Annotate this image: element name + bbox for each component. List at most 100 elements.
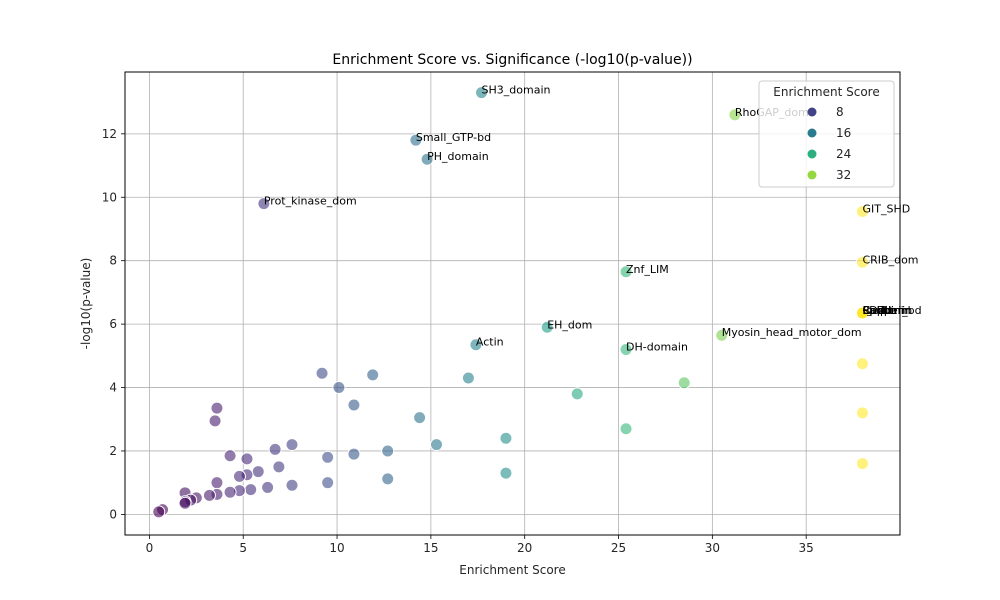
point-annotation: Spectrin bbox=[862, 304, 908, 317]
data-point bbox=[499, 431, 513, 445]
data-point bbox=[366, 368, 380, 382]
point-annotation: PH_domain bbox=[427, 150, 489, 163]
legend-entry-label: 8 bbox=[836, 105, 844, 119]
y-tick-label: 4 bbox=[109, 381, 117, 395]
data-point bbox=[855, 457, 869, 471]
point-annotation: Calponin bbox=[862, 304, 910, 317]
data-point bbox=[321, 450, 335, 464]
point-annotation: Actin bbox=[476, 336, 504, 349]
data-point bbox=[619, 422, 633, 436]
x-tick-label: 10 bbox=[329, 541, 344, 555]
y-axis-label: -log10(p-value) bbox=[79, 258, 93, 350]
point-annotation: Copper_bd bbox=[862, 304, 921, 317]
data-point bbox=[285, 478, 299, 492]
data-point bbox=[202, 488, 216, 502]
x-tick-label: 35 bbox=[799, 541, 814, 555]
point-annotation: Myosin_head_motor_dom bbox=[722, 326, 862, 339]
legend-items: 8 16 24 32 bbox=[807, 105, 851, 182]
data-point bbox=[461, 371, 475, 385]
data-point bbox=[244, 483, 258, 497]
legend-marker bbox=[807, 128, 817, 138]
data-point bbox=[381, 472, 395, 486]
point-annotation: Znf_LIM bbox=[626, 263, 669, 276]
data-point bbox=[223, 485, 237, 499]
data-point bbox=[272, 460, 286, 474]
data-point bbox=[413, 411, 427, 425]
y-tick-label: 12 bbox=[102, 127, 117, 141]
point-annotation: Prot_kinase_dom bbox=[264, 195, 357, 208]
data-point bbox=[332, 381, 346, 395]
legend-marker bbox=[807, 107, 817, 117]
x-axis-label: Enrichment Score bbox=[459, 563, 565, 577]
grid-lines bbox=[125, 72, 900, 535]
data-point bbox=[540, 320, 554, 334]
x-tick-label: 30 bbox=[705, 541, 720, 555]
legend-marker bbox=[807, 170, 817, 180]
x-tick-label: 20 bbox=[517, 541, 532, 555]
data-point bbox=[178, 496, 192, 510]
legend-entry-label: 24 bbox=[836, 147, 851, 161]
legend-entry-label: 16 bbox=[836, 126, 851, 140]
data-point bbox=[257, 197, 271, 211]
legend-box bbox=[758, 80, 895, 188]
data-point bbox=[321, 476, 335, 490]
plot-area-frame bbox=[124, 71, 901, 536]
data-point bbox=[619, 265, 633, 279]
y-tick-label: 8 bbox=[109, 254, 117, 268]
data-point bbox=[210, 401, 224, 415]
chart-title: Enrichment Score vs. Significance (-log1… bbox=[332, 52, 692, 68]
data-point bbox=[728, 108, 742, 122]
data-point bbox=[715, 328, 729, 342]
data-point bbox=[251, 465, 265, 479]
data-point bbox=[475, 86, 489, 100]
point-annotation: EH_dom bbox=[547, 318, 592, 331]
data-point bbox=[210, 476, 224, 490]
data-point bbox=[469, 338, 483, 352]
data-point bbox=[855, 306, 869, 320]
data-point bbox=[570, 387, 584, 401]
y-tick-label: 10 bbox=[102, 190, 117, 204]
data-point bbox=[240, 452, 254, 466]
point-annotation: DH-domain bbox=[626, 340, 688, 353]
point-annotation: Small_GTP-bd bbox=[416, 131, 491, 144]
data-point bbox=[268, 442, 282, 456]
point-annotation: GIT_SHD bbox=[862, 203, 910, 216]
legend-marker bbox=[807, 149, 817, 159]
data-point bbox=[499, 466, 513, 480]
data-point bbox=[430, 438, 444, 452]
x-tick-label: 25 bbox=[611, 541, 626, 555]
point-annotation: PDZ bbox=[862, 304, 885, 317]
legend-entry-label: 32 bbox=[836, 168, 851, 182]
data-point bbox=[420, 152, 434, 166]
y-tick-label: 0 bbox=[109, 507, 117, 521]
data-points bbox=[152, 86, 869, 519]
x-tick-label: 5 bbox=[239, 541, 247, 555]
data-point bbox=[855, 255, 869, 269]
legend-title: Enrichment Score bbox=[773, 85, 879, 99]
data-point bbox=[855, 205, 869, 219]
legend: Enrichment Score 8 16 24 32 bbox=[758, 80, 895, 188]
y-tick-label: 6 bbox=[109, 317, 117, 331]
data-point bbox=[285, 438, 299, 452]
data-point bbox=[232, 469, 246, 483]
point-annotation: Paxillin bbox=[862, 304, 901, 317]
data-point bbox=[152, 505, 166, 519]
point-annotation: CRIB_dom bbox=[862, 253, 918, 266]
data-point bbox=[223, 449, 237, 463]
x-tick-label: 15 bbox=[423, 541, 438, 555]
data-point bbox=[261, 480, 275, 494]
data-point bbox=[619, 342, 633, 356]
data-point bbox=[381, 444, 395, 458]
data-point bbox=[855, 406, 869, 420]
point-annotation: SH3_domain bbox=[482, 84, 551, 97]
data-point bbox=[208, 414, 222, 428]
y-tick-label: 2 bbox=[109, 444, 117, 458]
x-tick-label: 0 bbox=[146, 541, 154, 555]
point-annotations: SH3_domainRhoGAP_domSmall_GTP-bdPH_domai… bbox=[264, 84, 922, 354]
data-point bbox=[409, 133, 423, 147]
data-point bbox=[855, 357, 869, 371]
data-point bbox=[677, 376, 691, 390]
axis-ticks: 0 5 10 15 20 25 30 35 0 2 4 6 8 10 12 bbox=[102, 127, 814, 555]
data-point bbox=[315, 366, 329, 380]
